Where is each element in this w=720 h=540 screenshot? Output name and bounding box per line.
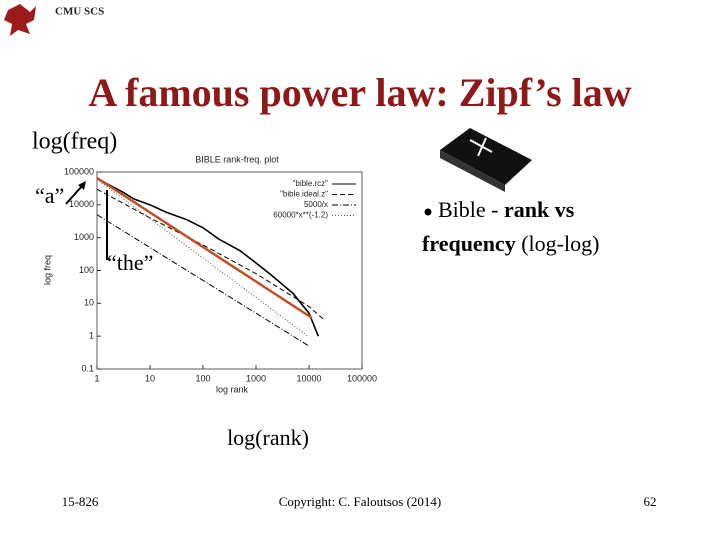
a-note: “a” — [35, 183, 64, 208]
x-note: log(rank) — [227, 425, 309, 450]
bullet-text: Bible - — [438, 197, 504, 222]
legend-label: 5000/x — [304, 200, 328, 209]
x-tick-label: 10 — [145, 373, 155, 383]
bullet-text-bold: rank vs — [504, 197, 575, 222]
x-tick-label: 1 — [94, 373, 99, 383]
x-tick-label: 100000 — [347, 373, 377, 383]
bullet-line: frequency (log-log) — [422, 231, 599, 256]
footer-copyright: Copyright: C. Faloutsos (2014) — [279, 494, 442, 509]
bullet-line: Bible - rank vs — [438, 197, 575, 222]
footer-page: 62 — [644, 494, 657, 509]
y-tick-label: 10 — [84, 298, 94, 308]
book-icon — [440, 128, 532, 192]
series-line — [96, 177, 320, 337]
y-note: log(freq) — [32, 129, 117, 155]
legend-label: "bible.ideal.z" — [280, 190, 328, 199]
series-line — [96, 178, 310, 338]
y-tick-label: 100000 — [64, 166, 94, 176]
arrow — [65, 185, 83, 205]
y-tick-label: 100 — [79, 265, 94, 275]
x-tick-label: 10000 — [296, 373, 321, 383]
series-line — [96, 214, 310, 347]
x-axis-label: log rank — [216, 384, 249, 394]
logo — [4, 4, 36, 36]
the-note: “the” — [107, 250, 153, 275]
slide-title: A famous power law: Zipf’s law — [88, 70, 631, 115]
logo-text: CMU SCS — [55, 6, 104, 18]
bullet-dot — [424, 208, 432, 216]
overlay-line — [96, 176, 313, 320]
arrow-head — [78, 181, 86, 190]
legend-label: "bible.rcz" — [293, 179, 329, 188]
y-tick-label: 10000 — [69, 199, 94, 209]
y-tick-label: 1 — [89, 331, 94, 341]
bullet-text-bold: frequency — [422, 231, 516, 256]
series-line — [96, 188, 326, 321]
footer-course: 15-826 — [62, 494, 99, 509]
x-tick-label: 100 — [195, 373, 210, 383]
chart: BIBLE rank-freq. plot log rank log freq … — [42, 154, 377, 394]
bullet-text: (log-log) — [516, 231, 600, 256]
chart-title: BIBLE rank-freq. plot — [195, 154, 279, 164]
x-tick-label: 1000 — [246, 373, 266, 383]
legend-label: 60000*x**(-1.2) — [273, 211, 328, 220]
y-axis-label: log freq — [42, 255, 52, 285]
y-tick-label: 0.1 — [81, 363, 94, 373]
y-tick-label: 1000 — [74, 232, 94, 242]
